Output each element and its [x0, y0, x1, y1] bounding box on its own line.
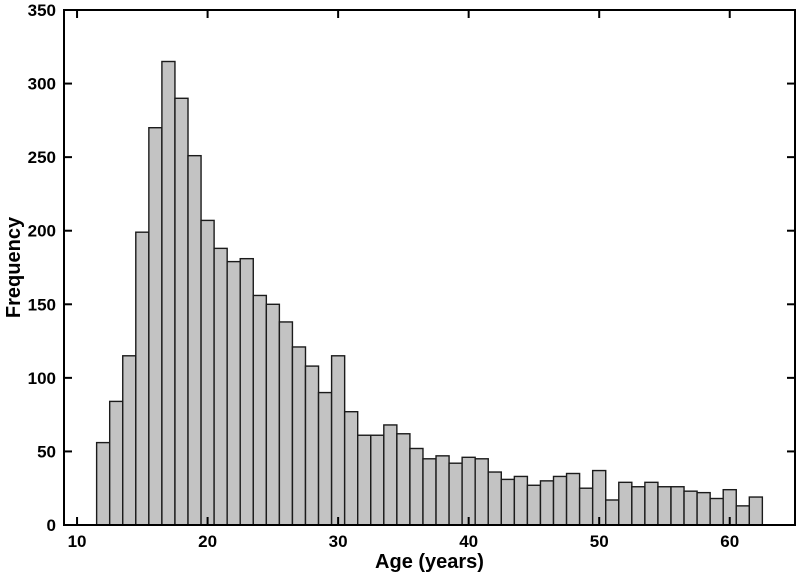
histogram-bar — [370, 434, 385, 526]
ticks-group — [64, 9, 795, 526]
histogram-bar — [304, 365, 320, 526]
x-tick-label: 50 — [590, 532, 609, 551]
y-tick-label: 300 — [28, 75, 56, 94]
histogram-bar — [108, 400, 124, 526]
histogram-bar — [565, 472, 581, 526]
histogram-bar — [500, 478, 516, 526]
histogram-bar — [291, 346, 307, 526]
histogram-bar — [526, 484, 542, 526]
histogram-bar — [644, 481, 659, 526]
histogram-bar — [174, 97, 189, 526]
y-tick-label: 50 — [37, 442, 56, 461]
x-tick-label: 20 — [198, 532, 217, 551]
histogram-bar — [618, 481, 633, 526]
y-tick-label: 0 — [47, 516, 56, 535]
histogram-bar — [252, 294, 268, 526]
histogram-bar — [474, 458, 489, 526]
histogram-bar — [409, 447, 424, 526]
y-tick-label: 100 — [28, 369, 56, 388]
histogram-bar — [95, 441, 111, 526]
histogram-bar — [343, 411, 359, 526]
histogram-bar — [226, 260, 241, 526]
histogram-bar — [422, 458, 437, 526]
histogram-bar — [317, 391, 333, 526]
histogram-bar — [735, 505, 751, 526]
y-axis-title: Frequency — [3, 216, 25, 318]
histogram-bar — [122, 355, 137, 526]
histogram-bar — [552, 475, 568, 526]
histogram-bar — [683, 490, 698, 526]
histogram-bar — [265, 303, 281, 526]
histogram-bar — [487, 471, 502, 526]
x-axis-title: Age (years) — [375, 551, 484, 573]
y-tick-label: 200 — [28, 222, 56, 241]
histogram-bar — [591, 469, 607, 526]
plot-frame — [63, 9, 796, 526]
bars-group — [95, 60, 764, 526]
histogram-bar — [239, 257, 254, 526]
histogram-bar — [135, 231, 150, 526]
histogram-bar — [539, 480, 555, 526]
histogram-bar — [200, 219, 215, 526]
histogram-bar — [696, 491, 711, 526]
histogram-bar — [605, 499, 620, 526]
y-tick-label: 250 — [28, 148, 56, 167]
histogram-bar — [278, 321, 294, 526]
x-tick-label: 30 — [329, 532, 348, 551]
histogram-bar — [383, 424, 398, 526]
histogram-bar — [709, 497, 724, 526]
histogram-bar — [187, 154, 202, 526]
histogram-bar — [461, 456, 476, 526]
histogram-bar — [631, 486, 646, 526]
tick-labels-group: 10 20 30 40 50 60 0 50 100 150 200 250 300 350 — [28, 1, 740, 551]
histogram-bar — [578, 487, 594, 526]
histogram-bar — [670, 486, 685, 526]
histogram-bar — [657, 486, 672, 526]
histogram-bar — [213, 247, 228, 526]
x-tick-label: 40 — [459, 532, 478, 551]
histogram-bar — [513, 475, 529, 526]
x-tick-label: 60 — [720, 532, 739, 551]
histogram-bar — [161, 60, 176, 526]
histogram-bar — [148, 127, 163, 526]
histogram-bar — [396, 433, 411, 526]
histogram-bar — [448, 462, 463, 526]
y-tick-label: 150 — [28, 295, 56, 314]
x-tick-label: 10 — [68, 532, 87, 551]
histogram-bar — [357, 434, 372, 526]
histogram-bar — [748, 496, 764, 526]
histogram-bar — [435, 455, 450, 526]
histogram-bar — [330, 355, 346, 526]
y-tick-label: 350 — [28, 1, 56, 20]
